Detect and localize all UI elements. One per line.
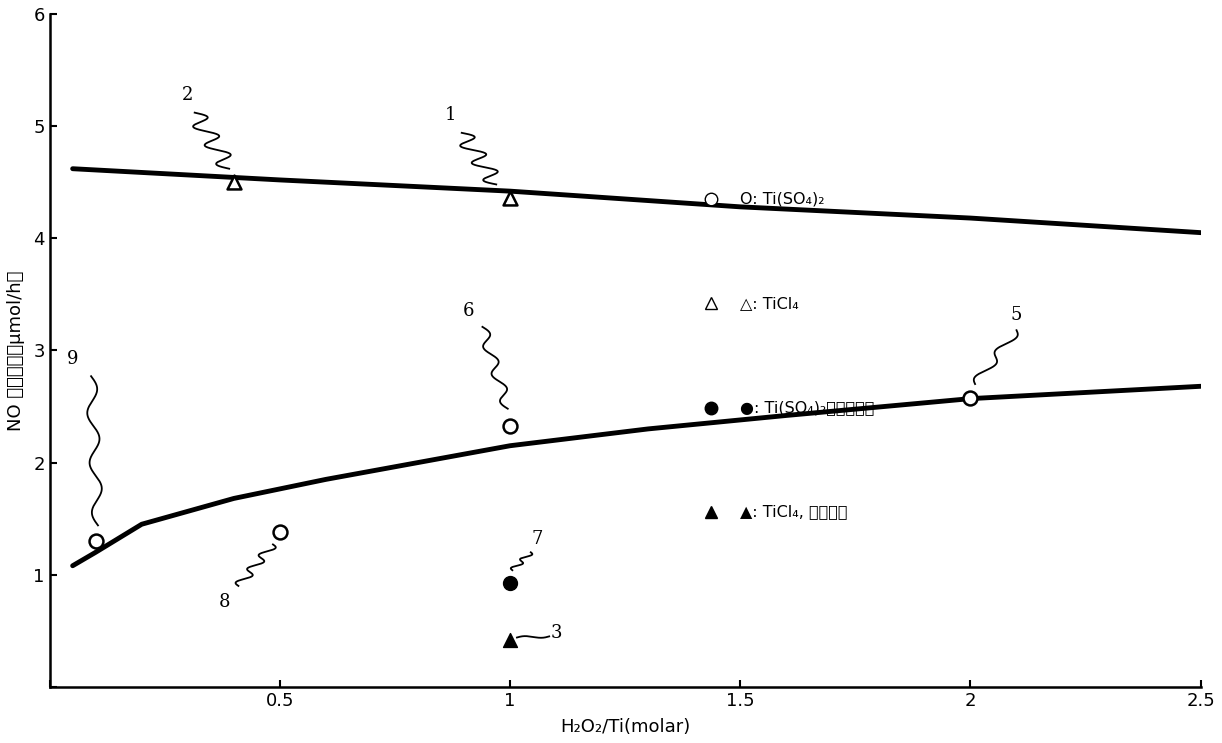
Point [500, 420, 519, 432]
Text: 2: 2 [182, 85, 193, 104]
Point [224, 176, 243, 188]
Point [960, 392, 980, 403]
Text: ▲: TiCl₄, 水浸渍后: ▲: TiCl₄, 水浸渍后 [741, 504, 848, 519]
Point [500, 577, 519, 588]
Point [500, 192, 519, 204]
Text: 7: 7 [532, 530, 544, 548]
Text: 9: 9 [67, 351, 78, 369]
Point [86, 535, 105, 547]
Text: 8: 8 [219, 593, 231, 611]
Text: 6: 6 [463, 302, 474, 320]
Point [500, 634, 519, 646]
Y-axis label: NO 除去速度（μmol/h）: NO 除去速度（μmol/h） [7, 270, 24, 431]
Text: O: Ti(SO₄)₂: O: Ti(SO₄)₂ [741, 192, 825, 207]
X-axis label: H₂O₂/Ti(molar): H₂O₂/Ti(molar) [560, 718, 690, 736]
Point [270, 526, 290, 538]
Text: ●: Ti(SO₄)₂、水浸渍后: ●: Ti(SO₄)₂、水浸渍后 [741, 400, 875, 415]
Text: 3: 3 [550, 624, 562, 642]
Text: 5: 5 [1011, 305, 1022, 323]
Text: △: TiCl₄: △: TiCl₄ [741, 296, 799, 311]
Text: 1: 1 [445, 106, 456, 124]
